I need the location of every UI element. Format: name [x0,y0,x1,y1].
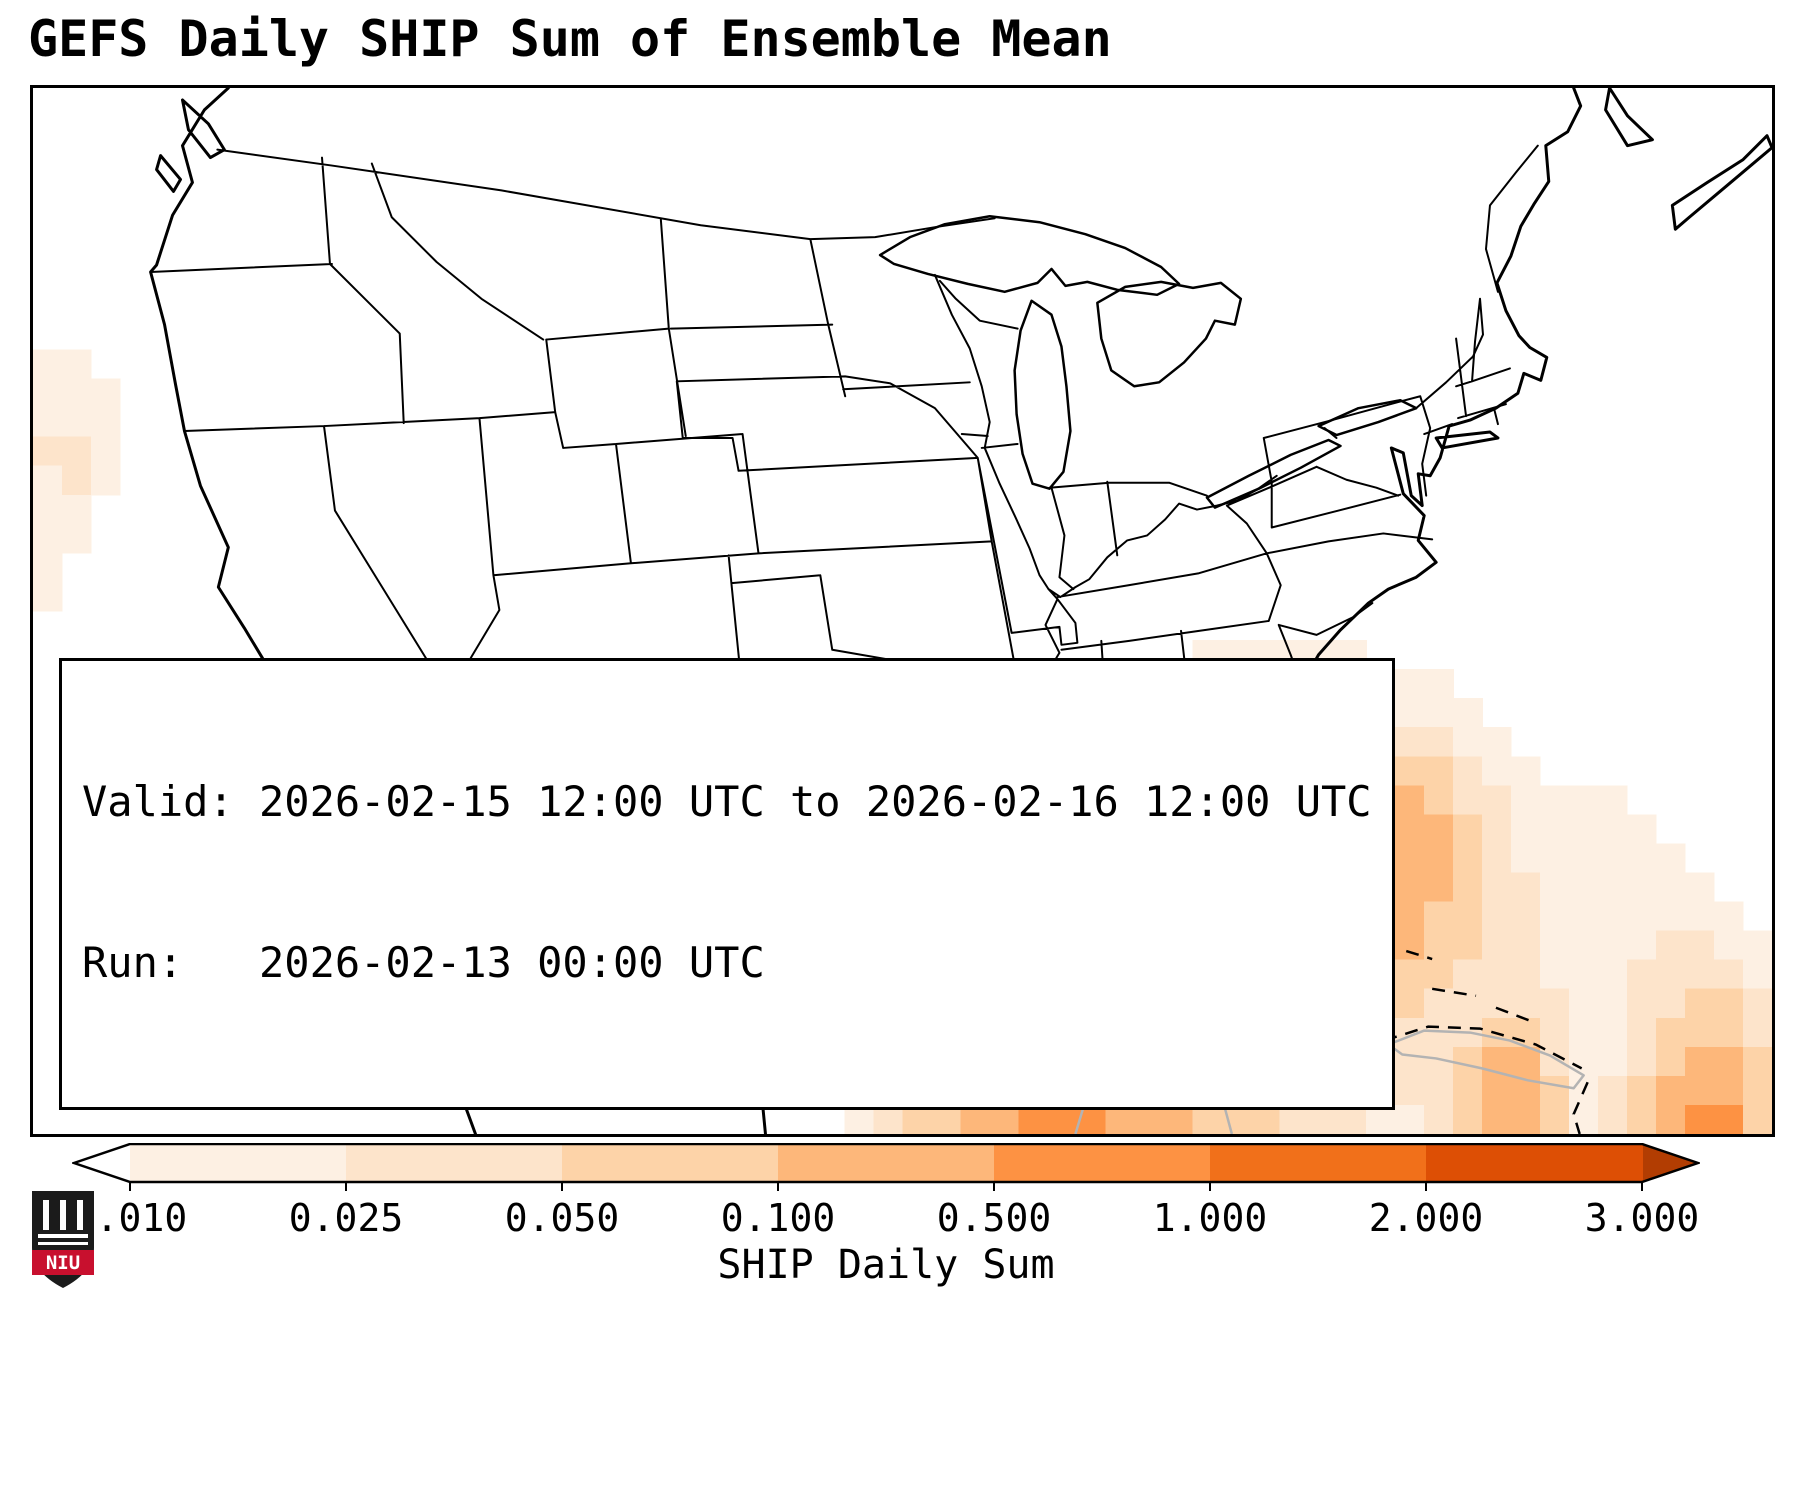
colorbar-tick-label: 1.000 [1152,1196,1268,1240]
colorbar-arrow [72,1143,130,1183]
colorbar-tick-label: 3.000 [1584,1196,1700,1240]
valid-line: Valid: 2026-02-15 12:00 UTC to 2026-02-1… [82,776,1372,826]
colorbar [72,1143,1700,1191]
colorbar-tick-label: 2.000 [1368,1196,1484,1240]
colorbar-tick-label: 0.025 [288,1196,404,1240]
colorbar-label: SHIP Daily Sum [717,1242,1055,1288]
colorbar-segment [778,1143,995,1183]
cuba-coast [1387,1029,1585,1090]
logo-banner [32,1250,94,1275]
colorbar-outline [72,1143,1700,1184]
colorbar-tick-label: 0.500 [936,1196,1052,1240]
colorbar-segment [130,1143,347,1183]
colorbar-tick-label: 0.100 [720,1196,836,1240]
logo-text: NIU [46,1252,80,1274]
figure-title: GEFS Daily SHIP Sum of Ensemble Mean [28,10,1112,68]
great-lakes [878,215,1418,509]
run-line: Run: 2026-02-13 00:00 UTC [82,937,765,987]
colorbar-segment [1426,1143,1643,1183]
valid-run-info-box: Valid: 2026-02-15 12:00 UTC to 2026-02-1… [59,658,1395,1110]
colorbar-tick-label: 0.050 [504,1196,620,1240]
colorbar-segment [994,1143,1211,1183]
colorbar-segment [562,1143,779,1183]
logo-castle-icon [38,1200,88,1245]
dashed-country-borders [1383,949,1589,1134]
colorbar-segment [346,1143,563,1183]
map-frame: Valid: 2026-02-15 12:00 UTC to 2026-02-1… [30,85,1775,1137]
colorbar-arrow [1642,1143,1700,1183]
niu-logo: NIU [32,1191,94,1288]
colorbar-segment [1210,1143,1427,1183]
